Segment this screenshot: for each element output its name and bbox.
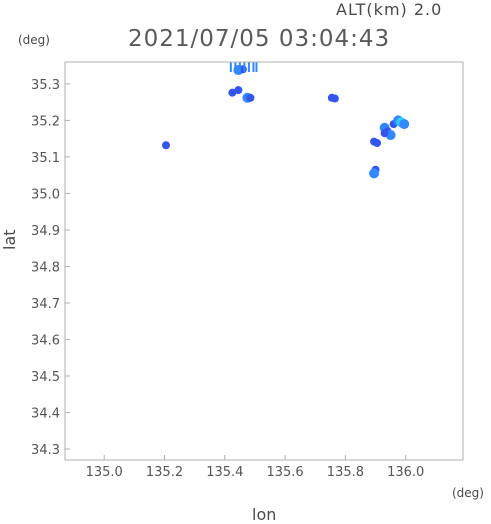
x-tick-label: 135.0 xyxy=(86,465,123,480)
altitude-label: ALT(km) 2.0 xyxy=(336,0,443,19)
echo-point xyxy=(373,139,382,148)
echo-streak xyxy=(234,62,237,72)
plot-frame xyxy=(64,61,464,461)
echo-point xyxy=(234,86,243,95)
timestamp-title: 2021/07/05 03:04:43 xyxy=(128,26,391,52)
y-tick-label: 34.6 xyxy=(31,334,60,349)
y-tick-label: 34.9 xyxy=(31,224,60,239)
x-tick-label: 135.2 xyxy=(146,465,183,480)
y-tick-label: 34.4 xyxy=(31,407,60,422)
y-unit-label: (deg) xyxy=(18,33,50,47)
echo-point xyxy=(380,129,389,138)
echo-streak xyxy=(229,62,232,72)
y-tick-label: 34.8 xyxy=(31,260,60,275)
y-tick-label: 34.5 xyxy=(31,370,60,385)
echo-point xyxy=(162,141,171,150)
echo-streak xyxy=(252,62,255,72)
y-tick-label: 35.2 xyxy=(31,114,60,129)
y-tick-label: 35.1 xyxy=(31,151,60,166)
y-tick-label: 35.3 xyxy=(31,78,60,93)
echo-point xyxy=(228,88,237,97)
echo-streak xyxy=(243,62,246,72)
echo-streak xyxy=(238,62,241,72)
x-tick-label: 135.4 xyxy=(206,465,243,480)
echo-point xyxy=(399,119,410,130)
y-tick-label: 35.0 xyxy=(31,187,60,202)
echo-point xyxy=(246,93,255,102)
x-unit-label: (deg) xyxy=(452,486,484,500)
echo-point xyxy=(330,94,339,103)
y-tick-label: 34.3 xyxy=(31,443,60,458)
x-axis-label: lon xyxy=(252,505,277,524)
echo-streak xyxy=(255,62,258,72)
echo-point xyxy=(369,168,380,179)
x-tick-label: 135.8 xyxy=(327,465,364,480)
x-tick-label: 135.6 xyxy=(266,465,303,480)
x-tick-label: 136.0 xyxy=(387,465,424,480)
y-tick-label: 34.7 xyxy=(31,297,60,312)
echo-streak xyxy=(247,62,250,72)
